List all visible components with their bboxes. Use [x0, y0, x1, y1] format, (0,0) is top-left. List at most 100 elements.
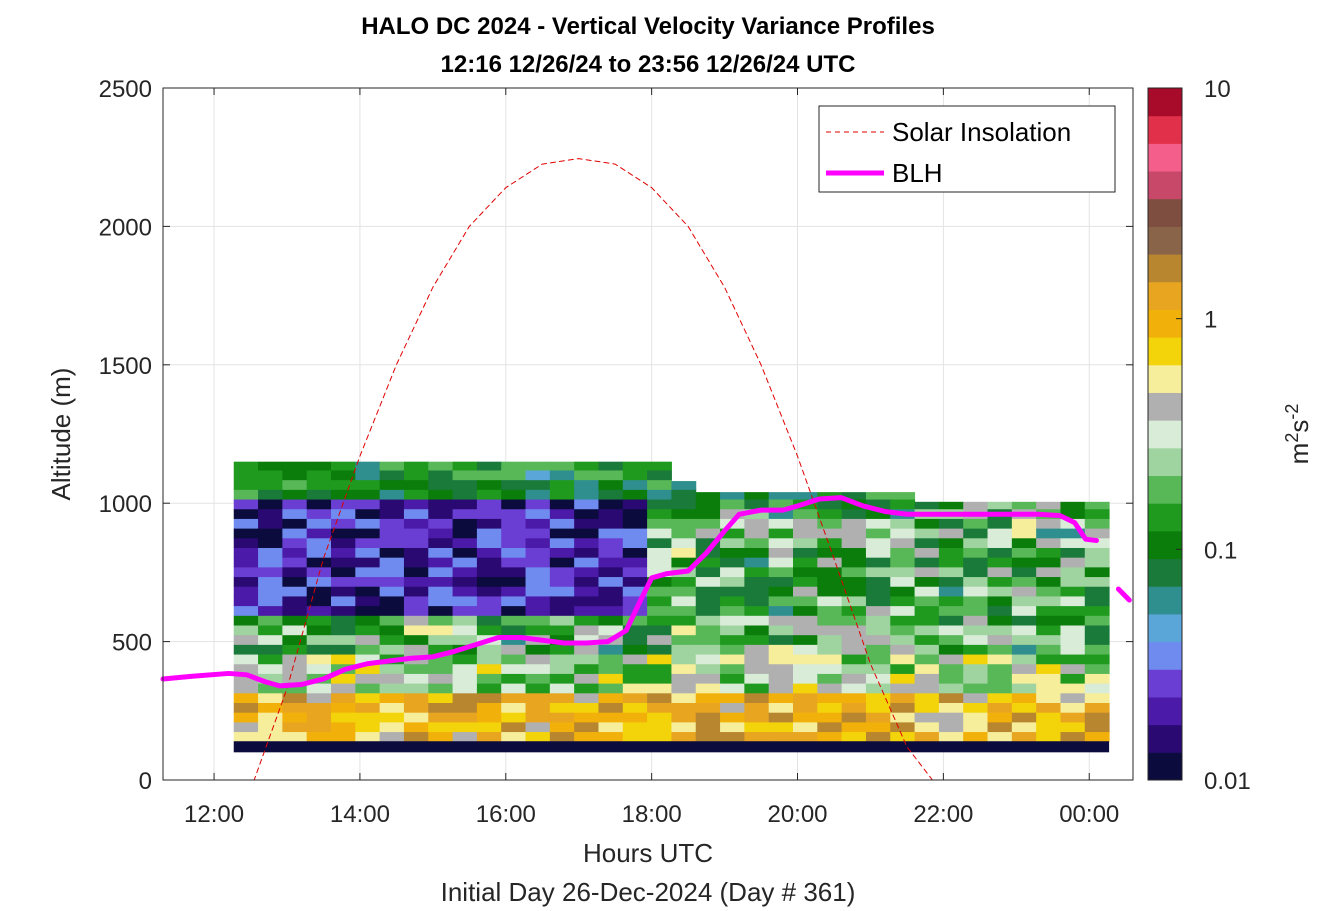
heatmap-cell [403, 576, 429, 587]
heatmap-cell [1011, 692, 1037, 703]
heatmap-cell [331, 557, 356, 568]
heatmap-cell [987, 702, 1013, 713]
heatmap-cell [768, 566, 794, 578]
heatmap-cell [865, 663, 891, 674]
heatmap-cell [695, 518, 721, 529]
heatmap-cell [1011, 537, 1037, 548]
heatmap-cell [1084, 712, 1110, 723]
heatmap-cell [647, 615, 672, 626]
heatmap-cell [963, 615, 989, 626]
x-axis-label: Hours UTC [583, 838, 713, 868]
heatmap-cell [331, 518, 356, 529]
heatmap-cell [452, 537, 478, 548]
heatmap-cell [1060, 595, 1086, 607]
heatmap-cell [476, 644, 502, 655]
heatmap-cell [647, 499, 672, 510]
heatmap-cell [865, 624, 891, 636]
heatmap-cell [695, 605, 721, 616]
heatmap-cell [379, 605, 405, 616]
heatmap-cell [476, 547, 502, 558]
heatmap-cell [574, 644, 599, 655]
heatmap-cell [647, 702, 672, 713]
heatmap-cell [258, 731, 283, 742]
heatmap-cell [671, 586, 697, 597]
heatmap-cell [476, 508, 502, 519]
heatmap-cell [914, 663, 940, 674]
colorbar-segment [1148, 696, 1182, 726]
heatmap-cell [258, 673, 283, 684]
heatmap-cell [598, 547, 624, 558]
heatmap-cell [1060, 712, 1086, 723]
heatmap-cell [695, 634, 721, 645]
heatmap-cell [938, 692, 964, 703]
heatmap-cell [282, 508, 308, 519]
heatmap-cell [501, 615, 527, 626]
heatmap-cell [1011, 721, 1037, 733]
heatmap-cell [574, 557, 599, 568]
heatmap-cell [501, 566, 527, 578]
heatmap-cell [258, 537, 283, 548]
heatmap-cell [501, 663, 527, 674]
heatmap-cell [938, 663, 964, 674]
heatmap-cell [1084, 595, 1110, 607]
heatmap-cell [1060, 557, 1086, 568]
heatmap-cell [574, 634, 599, 645]
heatmap-cell [671, 673, 697, 684]
heatmap-cell [574, 654, 599, 665]
heatmap-cell [525, 595, 551, 607]
heatmap-cell [963, 586, 989, 597]
heatmap-cell [452, 712, 478, 723]
heatmap-cell [355, 731, 381, 742]
heatmap-cell [501, 499, 527, 510]
heatmap-cell [841, 634, 867, 645]
heatmap-cell [744, 605, 770, 616]
x-tick-label: 22:00 [913, 801, 973, 828]
heatmap-cell [476, 576, 502, 587]
heatmap-cell [525, 586, 551, 597]
heatmap-cell [890, 492, 916, 500]
heatmap-cell [1084, 731, 1110, 742]
heatmap-cell [622, 683, 648, 694]
heatmap-cell [793, 595, 818, 607]
heatmap-cell [306, 557, 332, 568]
heatmap-cell [476, 654, 502, 665]
heatmap-cell [1011, 615, 1037, 626]
heatmap-cell [452, 489, 478, 500]
heatmap-cell [793, 605, 818, 616]
heatmap-cell [1060, 624, 1086, 636]
x-axis: 12:00 14:00 16:00 18:00 20:00 22:00 00:00 [184, 88, 1119, 828]
heatmap-cell [574, 586, 599, 597]
heatmap-cell [331, 721, 356, 733]
heatmap-cell [306, 615, 332, 626]
heatmap-cell [403, 731, 429, 742]
heatmap-cell [841, 692, 867, 703]
heatmap-cell [744, 595, 770, 607]
heatmap-cell [744, 663, 770, 674]
heatmap-cell [331, 566, 356, 578]
heatmap-cell [379, 547, 405, 558]
heatmap-cell [938, 605, 964, 616]
heatmap-cell [476, 615, 502, 626]
heatmap-cell [452, 702, 478, 713]
heatmap-cell [525, 557, 551, 568]
heatmap-cell [598, 499, 624, 510]
heatmap-cell [306, 508, 332, 519]
heatmap-cell [865, 518, 891, 529]
heatmap-cell [355, 461, 381, 471]
heatmap-cell [890, 692, 916, 703]
heatmap-cell [1036, 712, 1061, 723]
heatmap-cell [768, 595, 794, 607]
heatmap-cell [793, 576, 818, 587]
heatmap-cell [865, 731, 891, 742]
heatmap-cell [525, 461, 551, 471]
heatmap-cell [695, 731, 721, 742]
heatmap-cell [403, 499, 429, 510]
heatmap-cell [720, 557, 745, 568]
colorbar-segment [1148, 198, 1182, 227]
heatmap-cell [428, 605, 454, 616]
heatmap-cell [1084, 634, 1110, 645]
heatmap-cell [233, 624, 259, 636]
heatmap-cell [306, 479, 332, 490]
heatmap-cell [987, 654, 1013, 665]
heatmap-cell [793, 547, 818, 558]
